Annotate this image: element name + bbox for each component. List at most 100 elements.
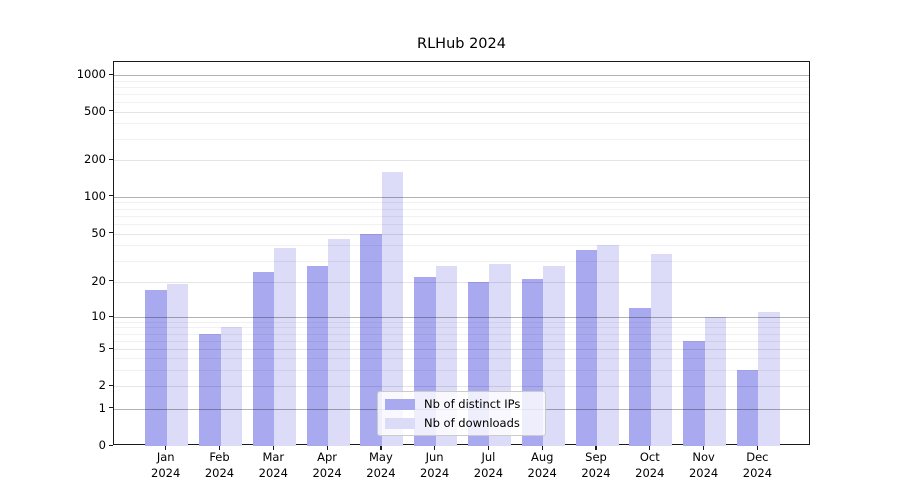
bar-distinct-ips-nov <box>683 340 705 446</box>
x-axis-tick-label-jun: Jun 2024 <box>419 450 450 480</box>
gridline-y-50 <box>114 233 809 235</box>
x-axis-tick-mar <box>272 446 274 450</box>
bar-downloads-may <box>381 171 404 446</box>
gridline-y-200 <box>114 160 809 162</box>
minor-gridline-y-3 <box>114 369 809 371</box>
x-axis-tick-label-jan: Jan 2024 <box>151 450 181 480</box>
bar-distinct-ips-dec <box>736 369 759 446</box>
legend-swatch-downloads <box>385 417 415 429</box>
x-axis-tick-jun <box>434 446 436 450</box>
y-axis-tick-1000 <box>109 73 113 75</box>
plot-area <box>113 61 810 446</box>
gridline-y-20 <box>114 281 809 283</box>
x-axis-tick-jul <box>487 446 490 450</box>
minor-gridline-y-90 <box>114 202 809 204</box>
bar-distinct-ips-apr <box>306 266 329 446</box>
y-axis-tick-label-20: 20 <box>91 273 106 288</box>
x-axis-tick-label-jul: Jul 2024 <box>473 450 504 480</box>
x-axis-tick-label-aug: Aug 2024 <box>527 450 557 480</box>
minor-gridline-y-4 <box>114 358 809 360</box>
legend-item-distinct-ips: Nb of distinct IPs <box>385 396 538 412</box>
x-axis-tick-aug <box>541 446 543 450</box>
gridline-y-10 <box>114 317 809 318</box>
minor-gridline-y-60 <box>114 224 809 225</box>
chart-title: RLHub 2024 <box>417 36 506 52</box>
bar-distinct-ips-may <box>360 233 382 446</box>
legend-swatch-distinct-ips <box>385 398 415 410</box>
x-axis-tick-label-sep: Sep 2024 <box>581 450 611 480</box>
y-axis-tick-1 <box>109 407 113 409</box>
y-axis-tick-label-5: 5 <box>98 341 106 356</box>
y-axis-tick-100 <box>109 195 113 197</box>
x-axis-tick-label-nov: Nov 2024 <box>688 450 719 480</box>
legend-label-downloads: Nb of downloads <box>424 416 520 430</box>
minor-gridline-y-30 <box>114 260 809 262</box>
bar-distinct-ips-feb <box>199 333 221 446</box>
y-axis-tick-label-2: 2 <box>98 378 106 392</box>
legend-item-downloads: Nb of downloads <box>385 415 538 431</box>
gridline-y-100 <box>114 196 809 198</box>
minor-gridline-y-700 <box>114 93 809 95</box>
y-axis-tick-label-1000: 1000 <box>76 67 106 81</box>
y-axis-tick-label-50: 50 <box>91 225 106 240</box>
bar-distinct-ips-sep <box>575 249 597 446</box>
minor-gridline-y-6 <box>114 340 809 342</box>
minor-gridline-y-800 <box>114 86 809 88</box>
y-axis-tick-label-100: 100 <box>84 188 106 203</box>
x-axis-tick-may <box>380 446 382 450</box>
y-axis-tick-label-500: 500 <box>84 103 106 118</box>
x-axis-tick-jan <box>165 446 167 450</box>
bar-downloads-feb <box>220 327 242 446</box>
y-axis-tick-50 <box>109 232 113 234</box>
legend-label-distinct-ips: Nb of distinct IPs <box>424 397 521 411</box>
x-axis-tick-apr <box>326 446 328 450</box>
y-axis-tick-500 <box>109 110 113 112</box>
x-axis-tick-label-may: May 2024 <box>366 450 396 480</box>
bar-downloads-apr <box>328 239 350 446</box>
x-axis-tick-label-feb: Feb 2024 <box>204 450 235 480</box>
minor-gridline-y-9 <box>114 321 809 323</box>
y-axis-tick-label-10: 10 <box>91 309 106 323</box>
gridline-y-500 <box>114 111 809 113</box>
y-axis-tick-200 <box>109 158 113 160</box>
bar-downloads-nov <box>704 317 727 446</box>
x-axis-tick-sep <box>595 446 597 450</box>
x-axis-tick-label-apr: Apr 2024 <box>312 450 342 480</box>
x-axis-tick-dec <box>756 446 759 450</box>
minor-gridline-y-70 <box>114 215 809 217</box>
minor-gridline-y-40 <box>114 245 809 247</box>
x-axis-tick-label-dec: Dec 2024 <box>742 450 773 480</box>
bar-downloads-dec <box>758 312 780 446</box>
bar-distinct-ips-jan <box>145 290 167 446</box>
y-axis-tick-20 <box>109 280 113 282</box>
y-axis-tick-2 <box>109 384 113 386</box>
gridline-y-1000 <box>114 75 809 76</box>
x-axis-tick-feb <box>218 446 221 450</box>
y-axis-tick-label-1: 1 <box>98 400 106 415</box>
minor-gridline-y-7 <box>114 333 809 335</box>
gridline-y-2 <box>114 386 809 387</box>
x-axis-tick-label-mar: Mar 2024 <box>258 450 288 480</box>
minor-gridline-y-80 <box>114 208 809 210</box>
bar-downloads-jan <box>166 284 189 446</box>
minor-gridline-y-600 <box>114 102 809 103</box>
y-axis-tick-0 <box>109 444 113 446</box>
gridline-y-5 <box>114 349 809 351</box>
bar-downloads-sep <box>597 245 619 446</box>
minor-gridline-y-900 <box>114 80 809 82</box>
bar-downloads-oct <box>650 253 673 446</box>
y-axis-tick-5 <box>109 347 113 350</box>
x-axis-tick-label-oct: Oct 2024 <box>635 450 665 480</box>
x-axis-tick-oct <box>649 446 651 450</box>
y-axis-tick-label-0: 0 <box>98 438 106 452</box>
x-axis-tick-nov <box>703 446 705 450</box>
minor-gridline-y-8 <box>114 327 809 329</box>
bar-downloads-aug <box>543 266 565 446</box>
bar-distinct-ips-mar <box>252 272 275 446</box>
minor-gridline-y-400 <box>114 123 809 125</box>
bar-distinct-ips-oct <box>629 307 651 446</box>
legend: Nb of distinct IPs Nb of downloads <box>377 391 546 436</box>
bar-downloads-mar <box>274 248 296 446</box>
y-axis-tick-10 <box>109 315 113 317</box>
